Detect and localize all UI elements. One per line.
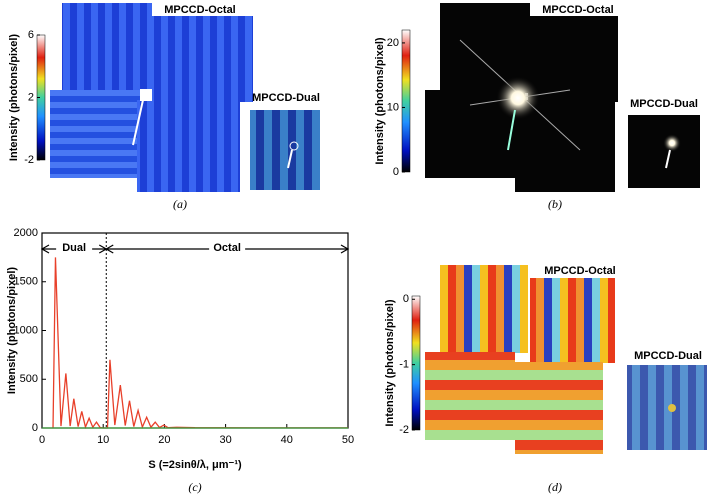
tile [50, 90, 150, 178]
tile [515, 100, 615, 192]
y-tick-label: 500 [20, 373, 38, 385]
x-tick-label: 40 [281, 434, 293, 446]
plot-frame [41, 232, 349, 429]
region-label: Dual [62, 242, 86, 254]
spot [496, 76, 540, 120]
spot [289, 141, 299, 151]
spot [668, 404, 676, 412]
y-tick-label: 1500 [14, 276, 38, 288]
x-tick-label: 20 [158, 434, 170, 446]
label: MPCCD-Octal [164, 4, 236, 16]
x-axis-label: S (=2sinθ/λ, μm⁻¹) [148, 459, 242, 471]
tile [62, 3, 152, 93]
series-line [52, 257, 348, 430]
colorbar-label: Intensity (photons/pixel) [8, 34, 20, 161]
region-label: Octal [213, 242, 241, 254]
colorbar-tick-label: 0 [393, 166, 399, 178]
tile [628, 115, 700, 188]
label: MPCCD-Octal [542, 4, 614, 16]
colorbar-tick-label: 6 [28, 29, 34, 41]
panel-d: MPCCD-Octal MPCCD-Dual [425, 265, 707, 454]
caption: (a) [173, 197, 187, 211]
caption: (d) [548, 480, 562, 494]
x-tick-label: 50 [342, 434, 354, 446]
y-tick-label: 1000 [14, 324, 38, 336]
label: MPCCD-Dual [634, 350, 702, 362]
tile [425, 352, 515, 440]
y-tick-label: 2000 [14, 227, 38, 239]
colorbar-label: Intensity (photons/pixel) [374, 37, 386, 164]
colorbar-tick-label: 10 [387, 101, 399, 113]
beam-stop [140, 89, 152, 101]
colorbar-tick-label: 20 [387, 37, 399, 49]
colorbar-tick-label: -1 [399, 359, 409, 371]
colorbar-tick-label: 2 [28, 91, 34, 103]
pointer [287, 149, 293, 169]
panel-a: MPCCD-Octal MPCCD-Dual [50, 3, 320, 192]
pointer [665, 149, 671, 169]
tile [627, 365, 707, 450]
x-tick-label: 30 [219, 434, 231, 446]
pointer [132, 99, 144, 146]
label: MPCCD-Dual [252, 92, 320, 104]
panel-b: MPCCD-Octal MPCCD-Dual [425, 3, 700, 192]
tile [137, 100, 240, 192]
x-tick-label: 0 [39, 434, 45, 446]
colorbar-label: Intensity (photons/pixel) [384, 299, 396, 426]
tile [440, 265, 528, 353]
caption: (c) [188, 480, 201, 494]
x-tick-label: 10 [97, 434, 109, 446]
colorbar-tick-label: 0 [403, 293, 409, 305]
tile [150, 16, 253, 102]
label-bg [56, 241, 93, 255]
y-tick-label: 0 [32, 422, 38, 434]
tile [250, 110, 320, 190]
spot [663, 134, 681, 152]
label-bg [209, 241, 246, 255]
tile [515, 362, 603, 454]
y-axis-label: Intensity (photons/pixel) [6, 267, 18, 394]
colorbar [401, 29, 411, 173]
caption: (b) [548, 197, 562, 211]
colorbar-tick-label: -2 [24, 154, 34, 166]
pointer [507, 109, 516, 151]
label: MPCCD-Dual [630, 98, 698, 110]
colorbar-tick-label: -2 [399, 424, 409, 436]
arrow-head [105, 244, 350, 254]
label: MPCCD-Octal [544, 265, 616, 277]
colorbar [411, 295, 421, 431]
tile [528, 16, 618, 102]
tile [530, 278, 615, 363]
